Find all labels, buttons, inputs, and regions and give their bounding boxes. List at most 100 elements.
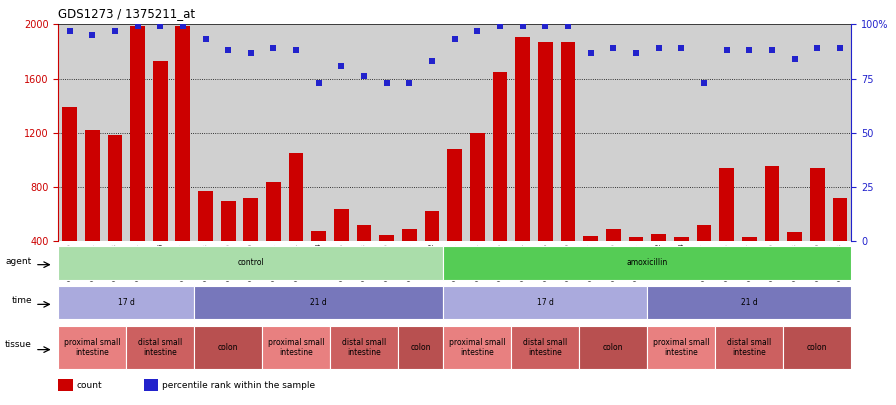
Bar (696, 225, 711, 296)
Text: distal small
intestine: distal small intestine (728, 338, 771, 357)
Point (561, 23, 575, 30)
Bar (398, 326, 444, 369)
Point (402, 80, 417, 86)
Bar (742, 237, 756, 296)
Text: percentile rank within the sample: percentile rank within the sample (162, 381, 315, 390)
Bar (220, 201, 236, 296)
Bar (788, 232, 802, 296)
Text: proximal small
intestine: proximal small intestine (653, 338, 710, 357)
Text: distal small
intestine: distal small intestine (138, 338, 182, 357)
Bar (58, 286, 194, 319)
Bar (515, 37, 530, 296)
Point (515, 23, 530, 30)
Bar (647, 286, 851, 319)
Point (764, 47, 779, 53)
Bar (764, 166, 780, 296)
Text: 21 d: 21 d (741, 298, 758, 307)
Point (334, 62, 349, 69)
Bar (153, 61, 168, 296)
Text: distal small
intestine: distal small intestine (523, 338, 567, 357)
Text: colon: colon (410, 343, 431, 352)
Text: count: count (76, 381, 102, 390)
Bar (674, 237, 689, 296)
Bar (447, 149, 462, 296)
Bar (176, 26, 190, 296)
Bar (62, 107, 77, 296)
Bar (402, 229, 417, 296)
Point (176, 23, 190, 30)
Point (153, 23, 168, 30)
Point (606, 45, 620, 51)
Text: 17 d: 17 d (117, 298, 134, 307)
Point (85, 32, 99, 38)
Bar (58, 379, 73, 391)
Text: time: time (12, 296, 32, 305)
Bar (583, 236, 598, 296)
Point (493, 23, 507, 30)
Bar (357, 225, 372, 296)
Point (674, 45, 688, 51)
Bar (719, 168, 734, 296)
Point (538, 23, 553, 30)
Bar (312, 230, 326, 296)
Bar (334, 209, 349, 296)
Bar (266, 182, 280, 296)
Bar (289, 153, 304, 296)
Point (131, 23, 145, 30)
Point (697, 80, 711, 86)
Point (312, 80, 326, 86)
Bar (444, 286, 647, 319)
Text: colon: colon (807, 343, 828, 352)
Bar (832, 198, 848, 296)
Point (810, 45, 824, 51)
Text: colon: colon (218, 343, 238, 352)
Point (470, 28, 485, 34)
Bar (85, 130, 99, 296)
Text: distal small
intestine: distal small intestine (342, 338, 386, 357)
Text: agent: agent (5, 256, 32, 266)
Point (832, 45, 847, 51)
Bar (810, 168, 824, 296)
Bar (783, 326, 851, 369)
Bar (493, 72, 507, 296)
Point (357, 73, 371, 80)
Point (244, 49, 258, 56)
Bar (194, 326, 263, 369)
Bar (108, 135, 122, 296)
Point (719, 47, 734, 53)
Bar (130, 26, 145, 296)
Bar (651, 234, 666, 296)
Bar (561, 42, 575, 296)
Point (266, 45, 280, 51)
Text: tissue: tissue (5, 341, 32, 350)
Point (651, 45, 666, 51)
Bar (512, 326, 580, 369)
Text: proximal small
intestine: proximal small intestine (268, 338, 324, 357)
Point (583, 49, 598, 56)
Point (788, 56, 802, 62)
Text: colon: colon (603, 343, 624, 352)
Bar (379, 234, 394, 296)
Text: amoxicillin: amoxicillin (626, 258, 668, 267)
Bar (198, 191, 213, 296)
Bar (606, 229, 621, 296)
Bar (58, 246, 444, 279)
Bar (144, 379, 159, 391)
Bar (263, 326, 330, 369)
Point (221, 47, 236, 53)
Bar (629, 237, 643, 296)
Point (63, 28, 77, 34)
Point (629, 49, 643, 56)
Text: proximal small
intestine: proximal small intestine (449, 338, 505, 357)
Point (198, 36, 212, 43)
Text: control: control (237, 258, 264, 267)
Point (289, 47, 303, 53)
Bar (126, 326, 194, 369)
Point (425, 58, 439, 64)
Bar (470, 133, 485, 296)
Text: proximal small
intestine: proximal small intestine (64, 338, 120, 357)
Text: 21 d: 21 d (310, 298, 327, 307)
Point (380, 80, 394, 86)
Bar (425, 211, 439, 296)
Bar (444, 326, 512, 369)
